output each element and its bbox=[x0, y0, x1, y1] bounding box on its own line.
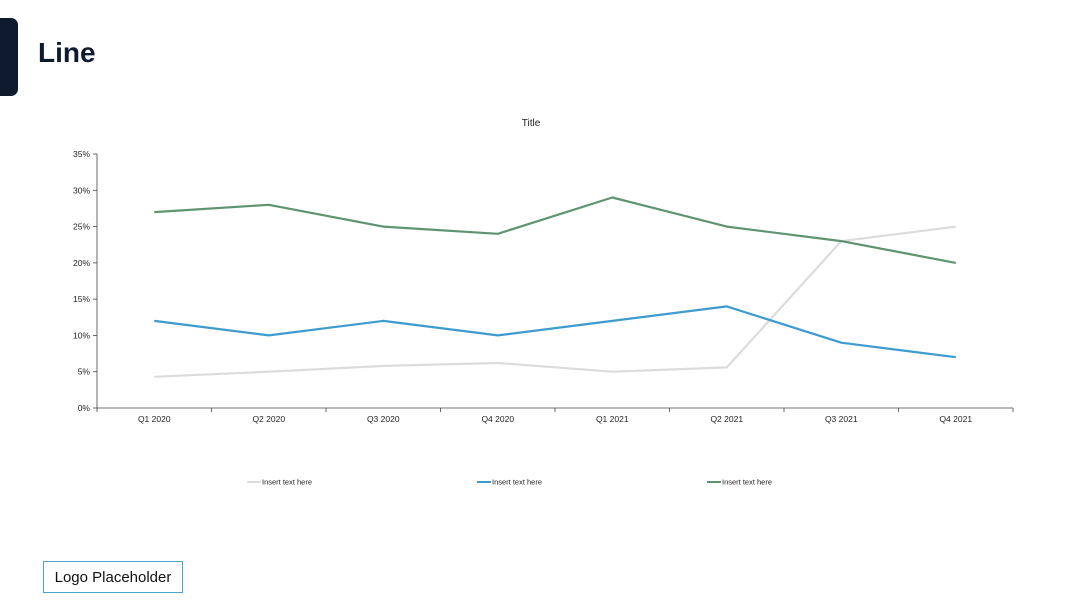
x-tick-label: Q2 2021 bbox=[710, 414, 743, 424]
y-tick-label: 35% bbox=[73, 149, 90, 159]
legend-label: Insert text here bbox=[492, 478, 542, 487]
series-line-1 bbox=[154, 225, 956, 378]
x-tick-label: Q4 2021 bbox=[939, 414, 972, 424]
y-tick-label: 30% bbox=[73, 185, 90, 195]
y-tick-label: 0% bbox=[78, 403, 91, 413]
x-tick-label: Q1 2020 bbox=[138, 414, 171, 424]
logo-placeholder: Logo Placeholder bbox=[43, 561, 183, 593]
x-tick-label: Q2 2020 bbox=[252, 414, 285, 424]
logo-text: Logo Placeholder bbox=[54, 568, 172, 586]
x-tick-label: Q4 2020 bbox=[481, 414, 514, 424]
y-tick-label: 15% bbox=[73, 294, 90, 304]
accent-tab bbox=[0, 18, 18, 96]
series-line-3 bbox=[154, 196, 957, 264]
y-tick-label: 25% bbox=[73, 222, 90, 232]
x-tick-label: Q3 2020 bbox=[367, 414, 400, 424]
x-tick-label: Q3 2021 bbox=[825, 414, 858, 424]
y-tick-label: 20% bbox=[73, 258, 90, 268]
page-title: Line bbox=[38, 37, 96, 68]
y-tick-label: 5% bbox=[78, 367, 91, 377]
x-tick-label: Q1 2021 bbox=[596, 414, 629, 424]
series-line-2 bbox=[154, 305, 956, 359]
legend-label: Insert text here bbox=[262, 478, 312, 487]
y-tick-label: 10% bbox=[73, 330, 90, 340]
legend-label: Insert text here bbox=[722, 478, 772, 487]
chart-title: Title bbox=[522, 118, 541, 129]
